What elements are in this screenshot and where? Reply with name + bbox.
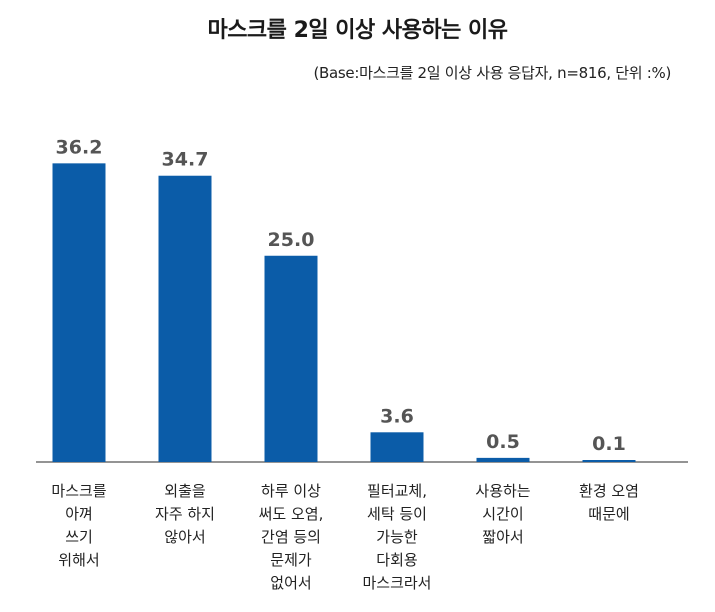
category-label-line: 외출을 <box>164 482 205 500</box>
bar-0 <box>52 163 106 462</box>
chart-note: (Base:마스크를 2일 이상 사용 응답자, n=816, 단위 :%) <box>313 64 671 82</box>
category-label-line: 쓰기 <box>65 528 93 546</box>
bar-2 <box>264 255 318 462</box>
category-label-line: 사용하는 <box>475 482 530 500</box>
data-label-1: 34.7 <box>162 149 209 171</box>
data-label-5: 0.1 <box>592 433 626 455</box>
bar-3 <box>370 432 424 462</box>
category-label-line: 마스크라서 <box>362 574 431 592</box>
category-label-line: 자주 하지 <box>155 505 215 523</box>
category-label-line: 없어서 <box>270 574 311 592</box>
bar-1 <box>158 175 212 462</box>
category-label-line: 다회용 <box>376 551 417 569</box>
category-label-line: 가능한 <box>376 528 418 546</box>
category-label-line: 환경 오염 <box>579 482 639 500</box>
category-label-line: 써도 오염, <box>259 505 324 523</box>
category-label-line: 마스크를 <box>51 482 106 500</box>
category-label-line: 때문에 <box>588 505 629 523</box>
category-label-line: 세탁 등이 <box>367 505 427 523</box>
data-label-2: 25.0 <box>268 229 315 251</box>
category-label-line: 않아서 <box>164 528 205 546</box>
category-label-line: 아껴 <box>65 505 93 523</box>
bar-5 <box>582 460 636 462</box>
bar-4 <box>476 457 530 462</box>
data-label-3: 3.6 <box>380 405 414 427</box>
category-label-line: 문제가 <box>270 551 312 569</box>
category-label-line: 필터교체, <box>367 482 427 500</box>
data-label-4: 0.5 <box>486 431 520 453</box>
category-label-line: 하루 이상 <box>261 482 321 500</box>
category-label-line: 간염 등의 <box>261 528 321 546</box>
category-label-line: 위해서 <box>58 551 99 569</box>
chart-title: 마스크를 2일 이상 사용하는 이유 <box>207 18 508 43</box>
data-label-0: 36.2 <box>56 136 103 158</box>
category-label-line: 시간이 <box>482 505 523 523</box>
category-label-line: 짧아서 <box>482 528 523 546</box>
